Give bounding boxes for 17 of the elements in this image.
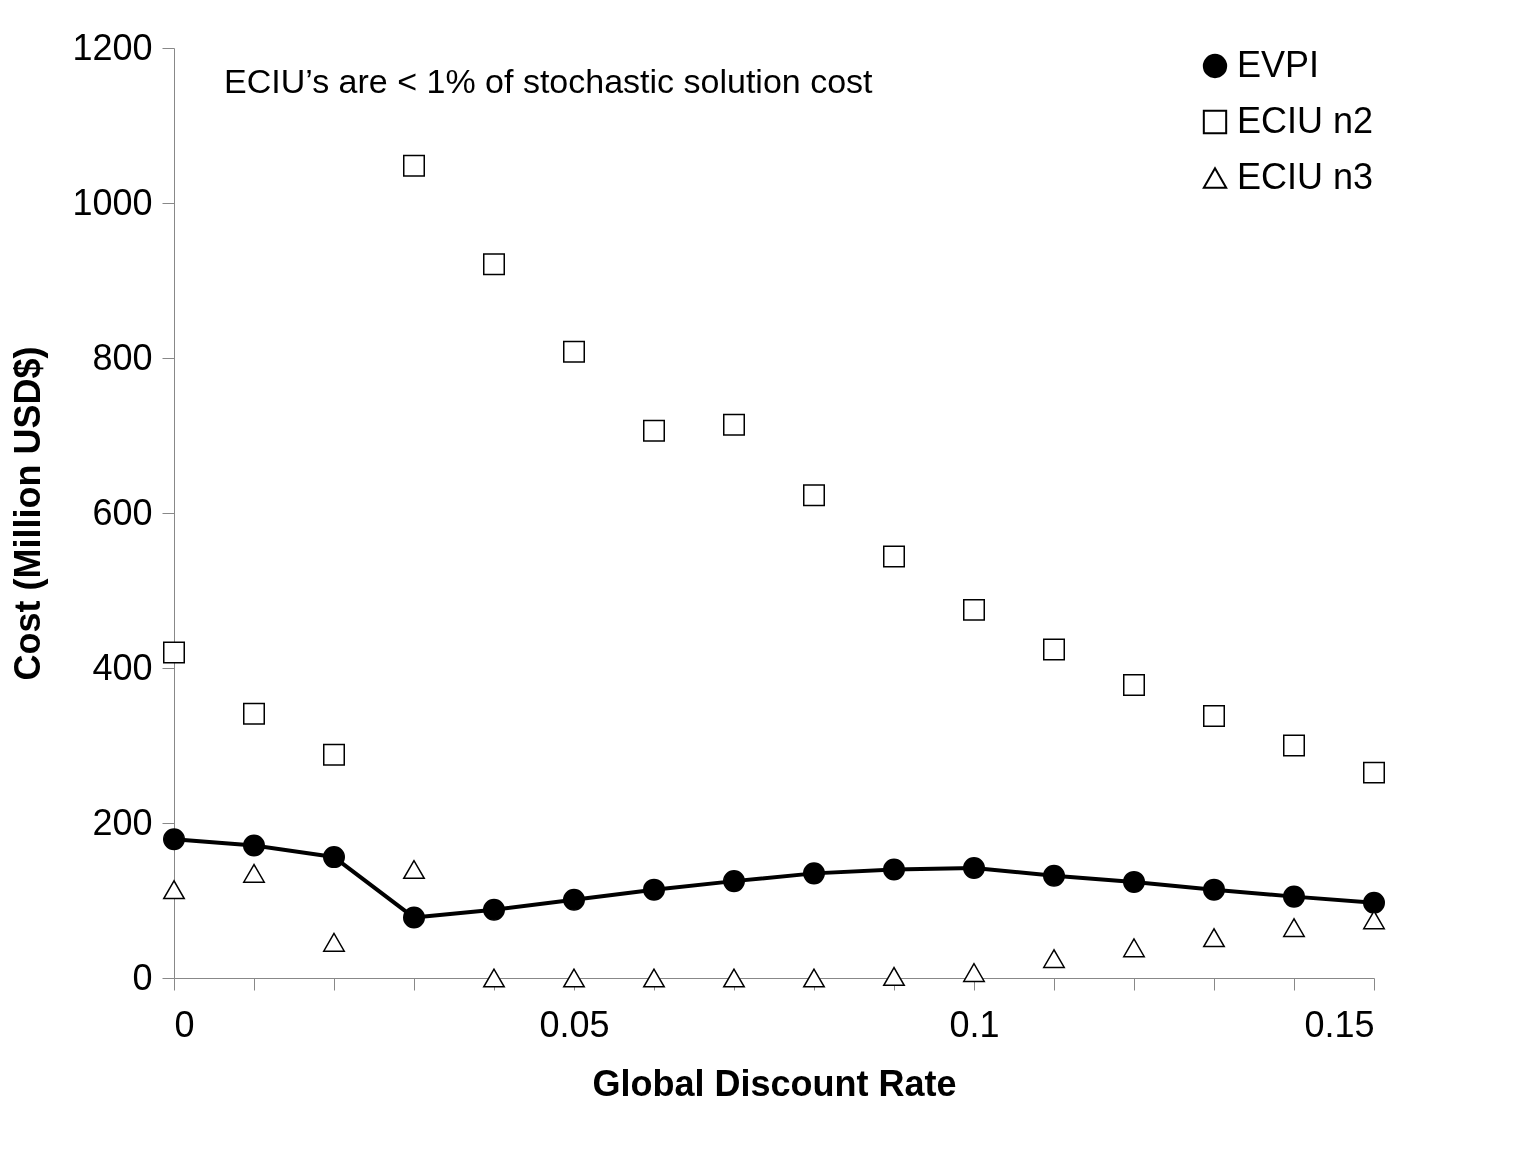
y-tick-label: 800: [92, 336, 153, 378]
y-tick-label: 600: [92, 491, 153, 533]
legend-label: ECIU n2: [1237, 100, 1374, 141]
x-axis-title: Global Discount Rate: [592, 1062, 957, 1104]
y-axis-title: Cost (Million USD$): [7, 346, 49, 681]
y-tick-label: 0: [132, 956, 153, 998]
annotation: ECIU’s are < 1% of stochastic solution cost: [224, 62, 874, 100]
legend-label: ECIU n3: [1237, 156, 1374, 197]
y-tick-label: 1000: [72, 181, 153, 223]
y-tick-label: 200: [92, 801, 153, 843]
y-tick-label: 1200: [72, 26, 153, 68]
x-tick-label: 0: [174, 1003, 195, 1045]
x-tick-label: 0.1: [949, 1003, 1000, 1045]
legend-label: EVPI: [1237, 44, 1320, 85]
y-tick-label: 400: [92, 646, 153, 688]
x-tick-label: 0.15: [1304, 1003, 1375, 1045]
x-tick-label: 0.05: [539, 1003, 610, 1045]
